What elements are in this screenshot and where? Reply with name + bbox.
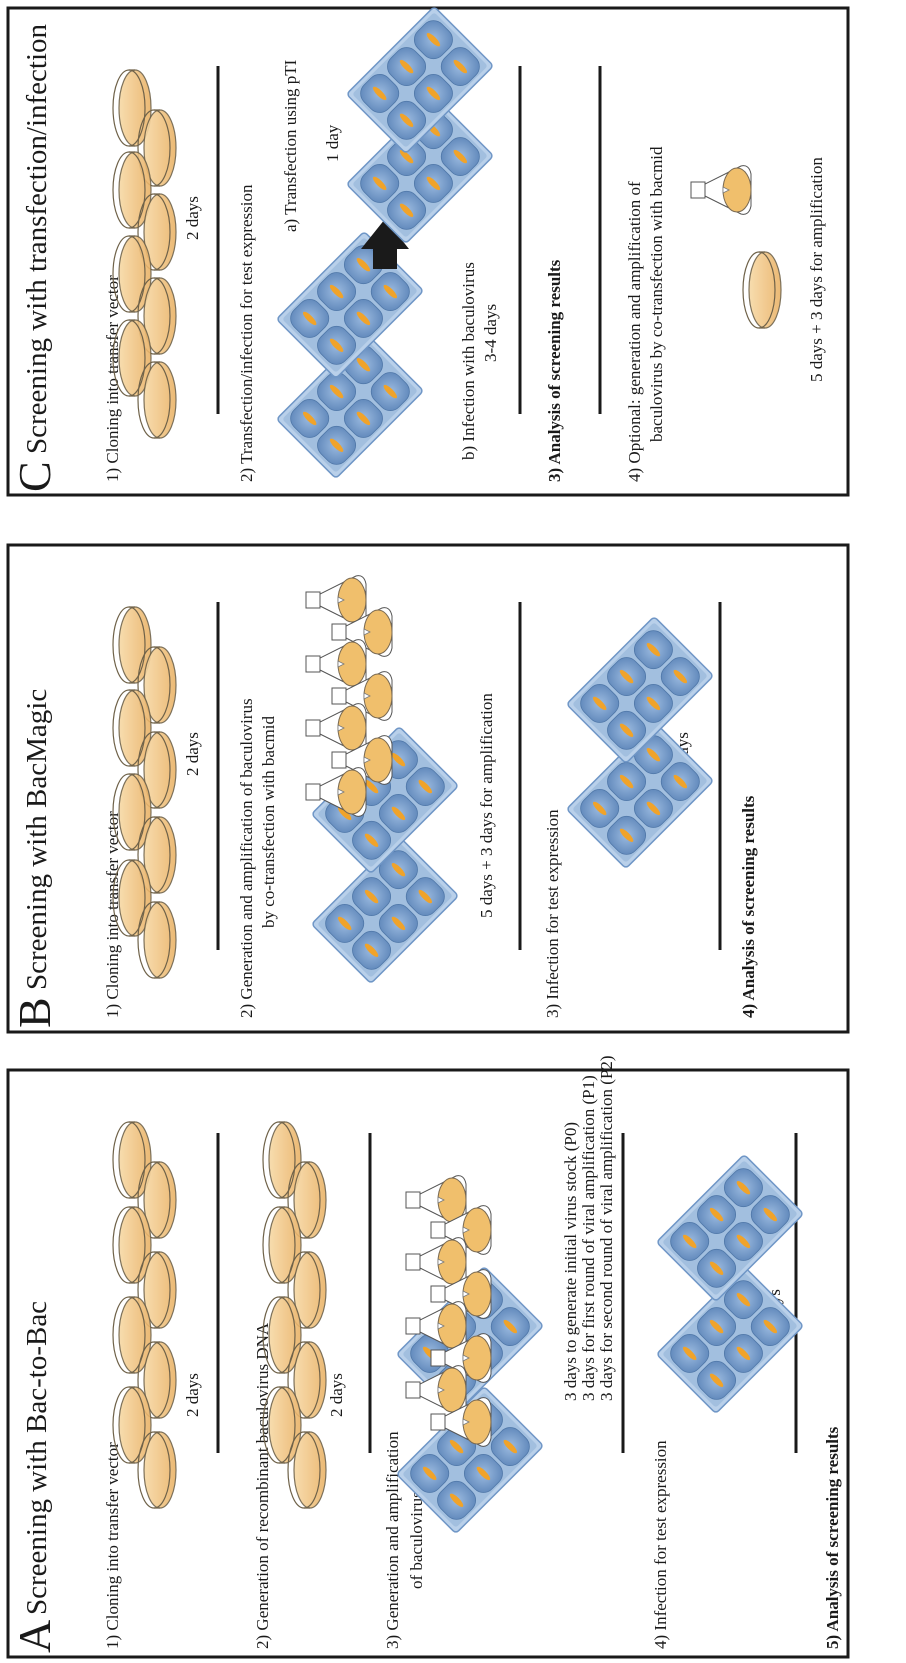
panel-b-step-2-line-2: by co-transfection with bacmid xyxy=(259,716,278,928)
panel-b-letter: B xyxy=(9,997,60,1028)
panel-a-duration-3c: 3 days for second round of viral amplifi… xyxy=(597,1055,616,1401)
panel-c-step-4-line-2: baculovirus by co-transfection with bacm… xyxy=(647,146,666,442)
panel-c-step-2a: a) Transfection using pTI xyxy=(281,59,300,232)
panel-c-plates-transfection xyxy=(346,6,493,243)
panel-b-step-3: 3) Infection for test expression xyxy=(543,809,562,1018)
panel-b-duration-2: 5 days + 3 days for amplification xyxy=(477,693,496,918)
panel-a-letter: A xyxy=(9,1620,60,1653)
panel-b-flasks xyxy=(305,575,393,817)
panel-a-step-2: 2) Generation of recombinant baculovirus… xyxy=(253,1322,272,1649)
panel-c-duration-2b: 3-4 days xyxy=(481,304,500,362)
panel-a-frame xyxy=(6,1068,850,1659)
panel-a-duration-3a: 3 days to generate initial virus stock (… xyxy=(561,1122,580,1401)
panel-b-step-4: 4) Analysis of screening results xyxy=(739,795,758,1018)
panel-a-step-5: 5) Analysis of screening results xyxy=(823,1426,842,1649)
panel-c-duration-1: 2 days xyxy=(183,196,202,240)
panel-a: A Screening with Bac-to-Bac 1) Cloning i… xyxy=(6,1055,850,1659)
panel-c-duration-2a: 1 day xyxy=(323,124,342,162)
panel-a-duration-1: 2 days xyxy=(183,1373,202,1417)
panel-a-duration-2: 2 days xyxy=(327,1373,346,1417)
panel-c-arrow-icon xyxy=(361,219,409,269)
panel-b-frame xyxy=(6,543,850,1034)
panel-a-duration-3b: 3 days for first round of viral amplific… xyxy=(579,1075,598,1401)
panel-a-step-3-line-1: 3) Generation and amplification xyxy=(383,1431,402,1649)
panel-c-letter: C xyxy=(9,461,60,492)
panel-a-step-1: 1) Cloning into transfer vector xyxy=(103,1442,122,1649)
panel-b-title: Screening with BacMagic xyxy=(21,689,53,990)
panel-b-step-1: 1) Cloning into transfer vector xyxy=(103,811,122,1018)
panel-a-flasks xyxy=(405,1175,492,1447)
panel-c-optional-dish xyxy=(742,251,782,329)
panel-b-duration-1: 2 days xyxy=(183,732,202,776)
panel-c-step-2b: b) Infection with baculovirus xyxy=(459,262,478,460)
panel-b-step-2-line-1: 2) Generation and amplification of bacul… xyxy=(237,698,256,1018)
panel-a-dishes-2 xyxy=(262,1121,327,1509)
panel-c-step-1: 1) Cloning into transfer vector xyxy=(103,275,122,482)
panel-c-frame xyxy=(6,6,850,497)
panel-b: B Screening with BacMagic 1) Cloning int… xyxy=(6,543,850,1034)
panel-c-title: Screening with transfection/infection xyxy=(21,23,53,454)
panel-a-dishes-1 xyxy=(112,1121,177,1509)
panel-c: C Screening with transfection/infection … xyxy=(6,6,850,497)
panel-a-step-4: 4) Infection for test expression xyxy=(651,1440,670,1649)
panel-c-plates-infection xyxy=(276,231,423,478)
panel-c-step-3: 3) Analysis of screening results xyxy=(545,259,564,482)
panel-b-dishes xyxy=(112,606,177,979)
panel-a-plates-infection xyxy=(656,1154,803,1413)
panel-c-step-4-line-1: 4) Optional: generation and amplificatio… xyxy=(625,181,644,482)
panel-c-dishes xyxy=(112,69,177,439)
panel-c-duration-4: 5 days + 3 days for amplification xyxy=(807,157,826,382)
panel-c-optional-flask xyxy=(690,165,752,215)
panel-a-step-3-line-2: of baculovirus xyxy=(407,1491,426,1589)
panel-c-step-2: 2) Transfection/infection for test expre… xyxy=(237,184,256,482)
panel-a-title: Screening with Bac-to-Bac xyxy=(21,1301,53,1615)
